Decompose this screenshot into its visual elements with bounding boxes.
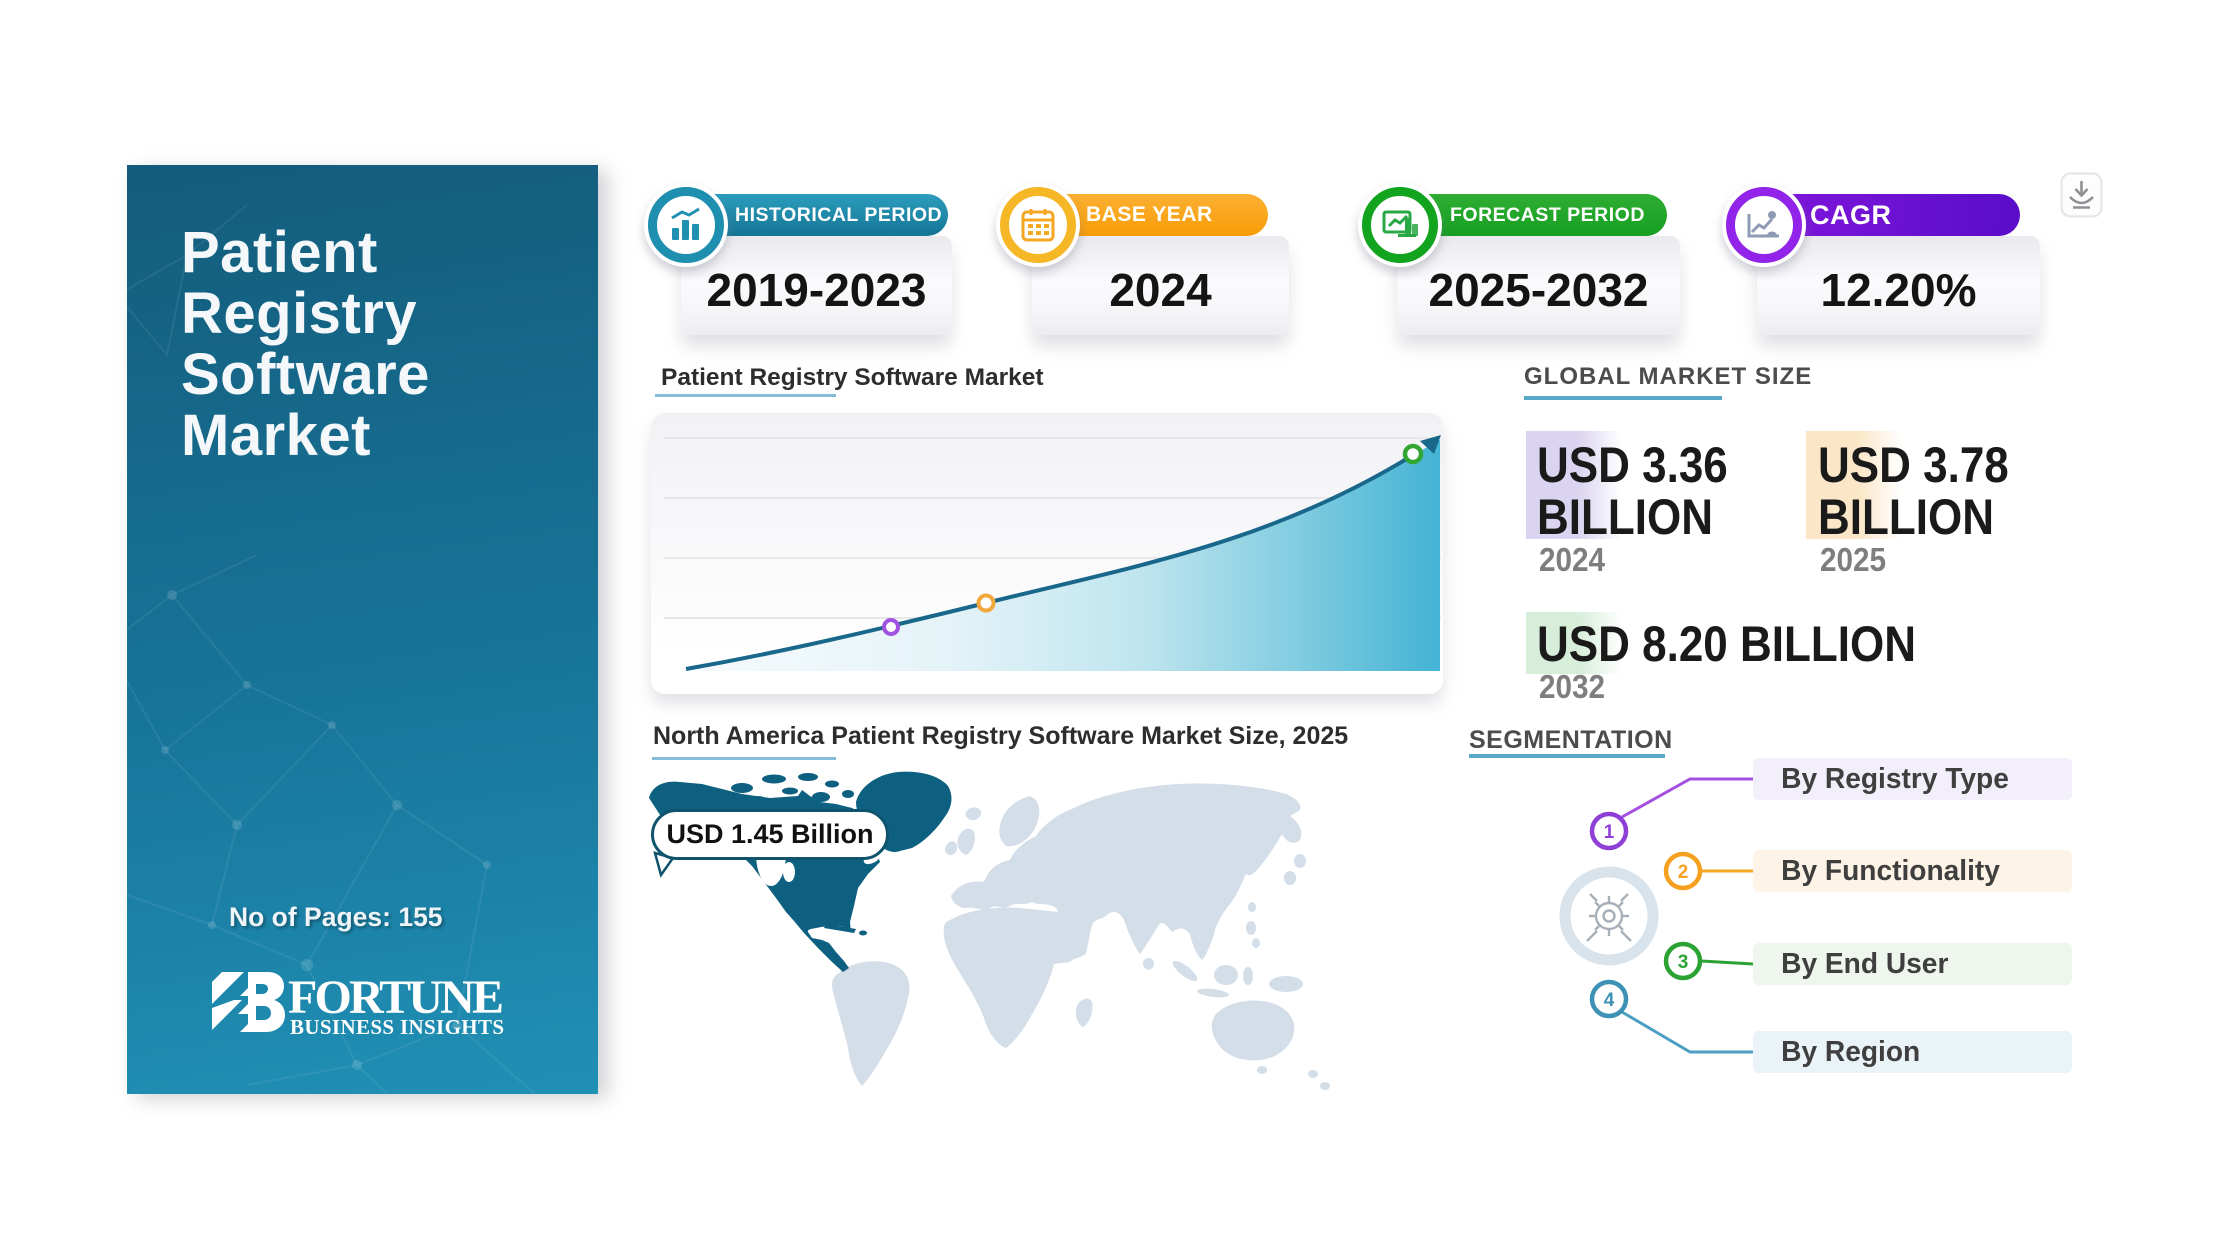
svg-text:3: 3 xyxy=(1678,952,1689,973)
svg-text:2: 2 xyxy=(1678,862,1689,883)
svg-text:1: 1 xyxy=(1604,822,1615,843)
svg-text:4: 4 xyxy=(1604,990,1615,1011)
svg-text:BUSINESS INSIGHTS: BUSINESS INSIGHTS xyxy=(290,1015,504,1039)
svg-text:FORTUNE: FORTUNE xyxy=(288,971,504,1024)
